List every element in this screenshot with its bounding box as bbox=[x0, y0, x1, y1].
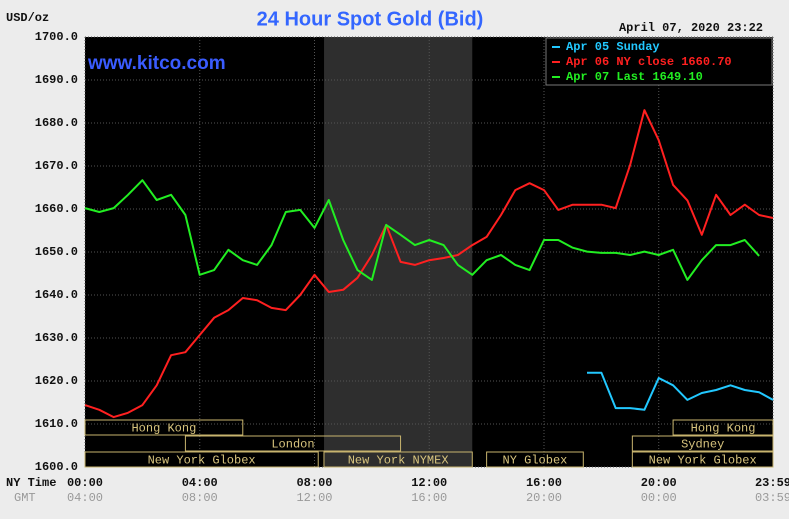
session-box bbox=[486, 451, 584, 468]
x2-tick-label: 00:00 bbox=[641, 491, 677, 505]
y-tick-label: 1640.0 bbox=[35, 288, 78, 302]
session-box bbox=[84, 451, 319, 468]
session-box bbox=[184, 435, 402, 452]
y-tick-label: 1630.0 bbox=[35, 331, 78, 345]
y-tick-label: 1670.0 bbox=[35, 159, 78, 173]
y-tick-label: 1610.0 bbox=[35, 417, 78, 431]
y-tick-label: 1700.0 bbox=[35, 30, 78, 44]
legend-box bbox=[545, 37, 773, 86]
watermark: www.kitco.com bbox=[87, 53, 226, 74]
x-tick-label: 23:59 bbox=[755, 476, 789, 490]
x-tick-label: 00:00 bbox=[67, 476, 103, 490]
x-tick-label: 08:00 bbox=[296, 476, 332, 490]
x2-tick-label: 12:00 bbox=[296, 491, 332, 505]
x2-tick-label: 04:00 bbox=[67, 491, 103, 505]
series-line bbox=[587, 371, 774, 411]
session-box bbox=[323, 451, 473, 468]
y-tick-label: 1690.0 bbox=[35, 73, 78, 87]
legend-label: Apr 06 NY close 1660.70 bbox=[566, 55, 732, 69]
y-tick-label: 1600.0 bbox=[35, 460, 78, 474]
x2-label: GMT bbox=[14, 491, 36, 505]
session-label: New York Globex bbox=[148, 454, 256, 468]
session-label: New York Globex bbox=[649, 454, 757, 468]
x-tick-label: 04:00 bbox=[182, 476, 218, 490]
session-label: NY Globex bbox=[503, 454, 568, 468]
y-tick-label: 1660.0 bbox=[35, 202, 78, 216]
session-label: Sydney bbox=[681, 438, 724, 452]
y-tick-label: 1650.0 bbox=[35, 245, 78, 259]
legend-label: Apr 05 Sunday bbox=[566, 40, 660, 54]
x2-tick-label: 03:59 bbox=[755, 491, 789, 505]
x-tick-label: 12:00 bbox=[411, 476, 447, 490]
y-tick-label: 1680.0 bbox=[35, 116, 78, 130]
x-label: NY Time bbox=[6, 476, 56, 490]
session-box bbox=[84, 419, 244, 436]
x2-tick-label: 08:00 bbox=[182, 491, 218, 505]
legend-label: Apr 07 Last 1649.10 bbox=[566, 70, 703, 84]
session-label: London bbox=[271, 438, 314, 452]
session-box bbox=[672, 419, 774, 436]
series-line bbox=[84, 179, 760, 281]
session-box bbox=[631, 451, 774, 468]
timestamp: April 07, 2020 23:22 bbox=[619, 21, 763, 35]
x-tick-label: 16:00 bbox=[526, 476, 562, 490]
unit-label: USD/oz bbox=[6, 11, 49, 25]
chart-title: 24 Hour Spot Gold (Bid) bbox=[257, 8, 484, 30]
session-label: Hong Kong bbox=[691, 422, 756, 436]
y-tick-label: 1620.0 bbox=[35, 374, 78, 388]
session-label: New York NYMEX bbox=[348, 454, 449, 468]
x2-tick-label: 20:00 bbox=[526, 491, 562, 505]
session-box bbox=[631, 435, 774, 452]
series-line bbox=[84, 109, 774, 419]
session-label: Hong Kong bbox=[131, 422, 196, 436]
x-tick-label: 20:00 bbox=[641, 476, 677, 490]
x2-tick-label: 16:00 bbox=[411, 491, 447, 505]
